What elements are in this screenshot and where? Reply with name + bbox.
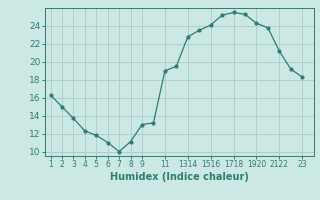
X-axis label: Humidex (Indice chaleur): Humidex (Indice chaleur): [110, 172, 249, 182]
